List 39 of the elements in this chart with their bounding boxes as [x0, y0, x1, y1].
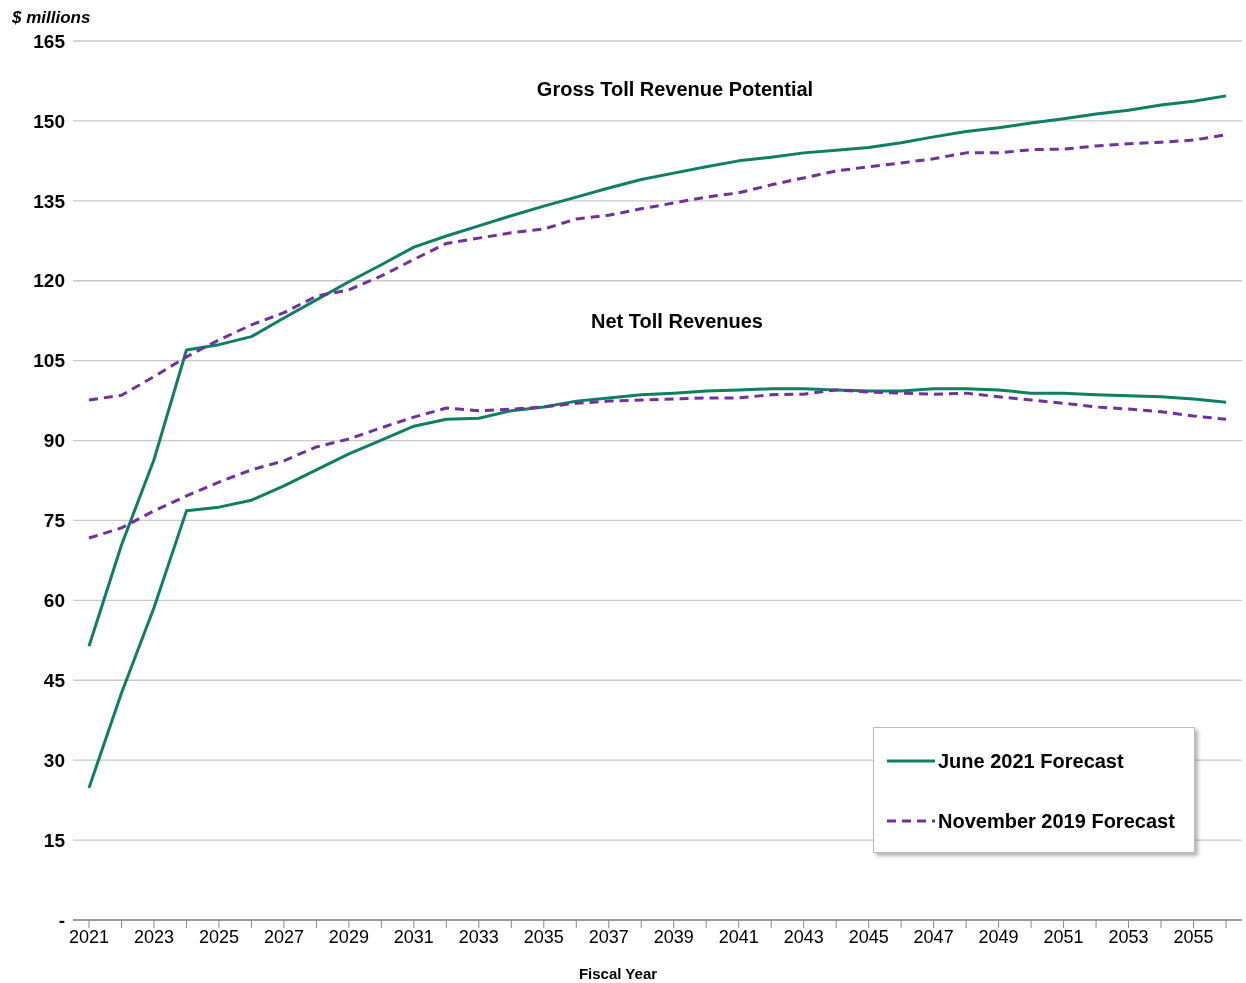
- x-tick-label: 2031: [393, 926, 434, 947]
- legend-label: November 2019 Forecast: [938, 809, 1175, 833]
- y-tick-label: 90: [43, 430, 65, 452]
- x-tick-label: 2049: [978, 926, 1019, 947]
- x-tick-label: 2023: [133, 926, 174, 947]
- y-tick-label: 135: [33, 190, 66, 212]
- x-tick-label: 2029: [328, 926, 369, 947]
- x-tick-label: 2055: [1173, 926, 1214, 947]
- y-tick-label: 60: [43, 590, 65, 612]
- annotation: Gross Toll Revenue Potential: [536, 78, 814, 101]
- x-tick-label: 2047: [913, 926, 954, 947]
- x-tick-label: 2043: [783, 926, 824, 947]
- x-tick-label: 2041: [718, 926, 759, 947]
- y-tick-label: 30: [43, 749, 65, 771]
- y-tick-label: 150: [33, 110, 65, 132]
- x-axis-title: Fiscal Year: [577, 965, 659, 982]
- x-tick-label: 2035: [523, 926, 564, 947]
- line-series: [87, 387, 1228, 790]
- y-axis-title: $ millions: [12, 8, 91, 28]
- x-tick-label: 2051: [1043, 926, 1084, 947]
- legend-label: June 2021 Forecast: [938, 749, 1124, 773]
- y-tick-label: 45: [43, 670, 66, 692]
- x-tick-label: 2039: [653, 926, 694, 947]
- x-tick-label: 2045: [848, 926, 889, 947]
- x-tick-label: 2037: [588, 926, 629, 947]
- y-tick-label: 15: [43, 829, 66, 851]
- x-tick-label: 2021: [68, 926, 110, 947]
- x-tick-label: 2027: [263, 926, 304, 947]
- x-tick-label: 2025: [198, 926, 239, 947]
- annotation: Net Toll Revenues: [591, 310, 763, 333]
- y-tick-label: 165: [33, 30, 66, 52]
- y-tick-label: -: [58, 909, 65, 931]
- x-tick-label: 2033: [458, 926, 499, 947]
- line-series: [87, 94, 1228, 648]
- x-tick-label: 2053: [1108, 926, 1149, 947]
- y-tick-label: 105: [33, 350, 66, 372]
- y-tick-label: 120: [33, 270, 65, 292]
- line-series: [87, 388, 1228, 540]
- y-tick-label: 75: [43, 510, 66, 532]
